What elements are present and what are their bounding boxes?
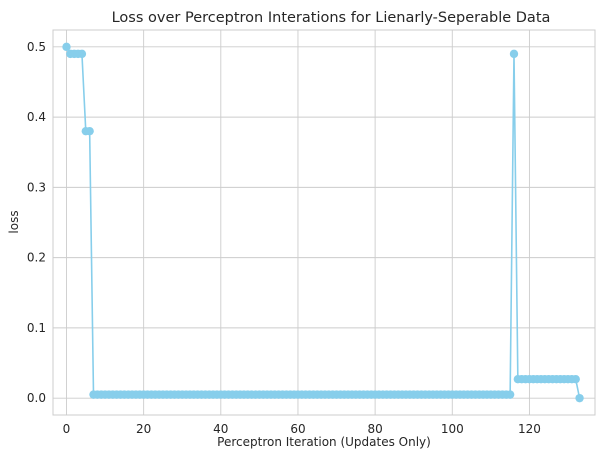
- data-point: [509, 49, 519, 59]
- y-tick-label: 0.1: [27, 321, 46, 335]
- x-axis-label: Perceptron Iteration (Updates Only): [217, 435, 431, 449]
- data-point: [77, 49, 87, 59]
- data-point: [85, 126, 94, 136]
- y-tick-label: 0.2: [27, 251, 46, 265]
- x-tick-label: 60: [290, 422, 305, 436]
- data-point: [62, 42, 71, 52]
- chart-title: Loss over Perceptron Interations for Lie…: [112, 10, 551, 26]
- y-tick-label: 0.3: [27, 180, 46, 194]
- x-tick-label: 20: [136, 422, 151, 436]
- data-point: [505, 390, 515, 399]
- y-axis-label: loss: [7, 210, 21, 233]
- x-tick-label: 100: [441, 422, 464, 436]
- x-tick-label: 80: [367, 422, 382, 436]
- x-tick-label: 40: [213, 422, 228, 436]
- data-point: [571, 374, 580, 384]
- y-tick-label: 0.0: [27, 391, 46, 405]
- tick-labels: 0 20 40 60 80 100 120 0.0 0.1 0.2 0.3 0.4 0.5: [27, 40, 541, 436]
- plot-frame: [52, 29, 596, 416]
- y-tick-label: 0.4: [27, 110, 46, 124]
- data-series: [62, 42, 584, 403]
- y-tick-label: 0.5: [27, 40, 46, 54]
- x-tick-label: 0: [63, 422, 71, 436]
- data-point: [575, 393, 584, 403]
- x-tick-label: 120: [518, 422, 541, 436]
- grid: [53, 30, 595, 415]
